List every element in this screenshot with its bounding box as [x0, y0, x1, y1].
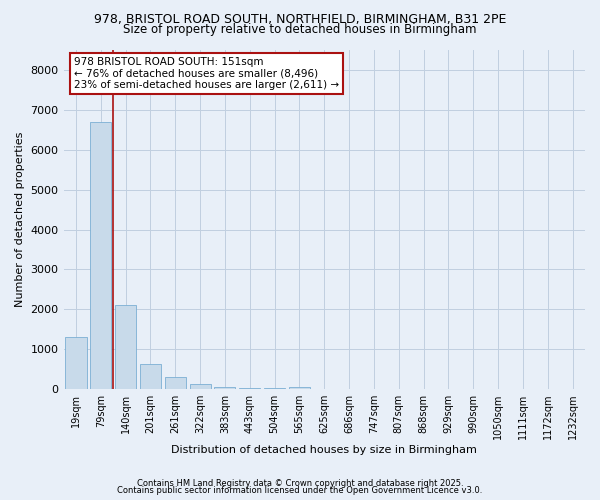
- Bar: [65, 337, 86, 389]
- Text: Contains public sector information licensed under the Open Government Licence v3: Contains public sector information licen…: [118, 486, 482, 495]
- Bar: [239, 388, 260, 389]
- Text: Size of property relative to detached houses in Birmingham: Size of property relative to detached ho…: [123, 22, 477, 36]
- Bar: [214, 386, 235, 389]
- Text: 978 BRISTOL ROAD SOUTH: 151sqm
← 76% of detached houses are smaller (8,496)
23% : 978 BRISTOL ROAD SOUTH: 151sqm ← 76% of …: [74, 57, 339, 90]
- Bar: [140, 364, 161, 389]
- Bar: [115, 306, 136, 389]
- X-axis label: Distribution of detached houses by size in Birmingham: Distribution of detached houses by size …: [172, 445, 477, 455]
- Bar: [289, 387, 310, 389]
- Bar: [165, 377, 186, 389]
- Y-axis label: Number of detached properties: Number of detached properties: [15, 132, 25, 307]
- Bar: [190, 384, 211, 389]
- Text: Contains HM Land Registry data © Crown copyright and database right 2025.: Contains HM Land Registry data © Crown c…: [137, 478, 463, 488]
- Text: 978, BRISTOL ROAD SOUTH, NORTHFIELD, BIRMINGHAM, B31 2PE: 978, BRISTOL ROAD SOUTH, NORTHFIELD, BIR…: [94, 12, 506, 26]
- Bar: [90, 122, 112, 389]
- Bar: [264, 388, 285, 389]
